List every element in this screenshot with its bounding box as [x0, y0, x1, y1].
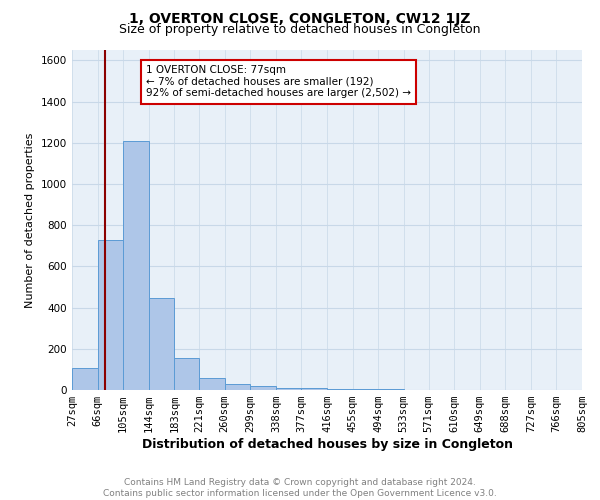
- Bar: [174, 358, 199, 390]
- Bar: [276, 388, 301, 390]
- Bar: [98, 240, 123, 390]
- Text: Contains HM Land Registry data © Crown copyright and database right 2024.
Contai: Contains HM Land Registry data © Crown c…: [103, 478, 497, 498]
- Bar: [250, 386, 276, 390]
- Bar: [199, 378, 225, 390]
- Text: Size of property relative to detached houses in Congleton: Size of property relative to detached ho…: [119, 22, 481, 36]
- Bar: [72, 368, 98, 390]
- Y-axis label: Number of detached properties: Number of detached properties: [25, 132, 35, 308]
- X-axis label: Distribution of detached houses by size in Congleton: Distribution of detached houses by size …: [142, 438, 512, 451]
- Bar: [353, 389, 378, 390]
- Text: 1 OVERTON CLOSE: 77sqm
← 7% of detached houses are smaller (192)
92% of semi-det: 1 OVERTON CLOSE: 77sqm ← 7% of detached …: [146, 66, 411, 98]
- Bar: [301, 388, 327, 390]
- Bar: [225, 384, 250, 390]
- Bar: [123, 142, 149, 390]
- Bar: [327, 389, 353, 390]
- Text: 1, OVERTON CLOSE, CONGLETON, CW12 1JZ: 1, OVERTON CLOSE, CONGLETON, CW12 1JZ: [129, 12, 471, 26]
- Bar: [149, 298, 174, 390]
